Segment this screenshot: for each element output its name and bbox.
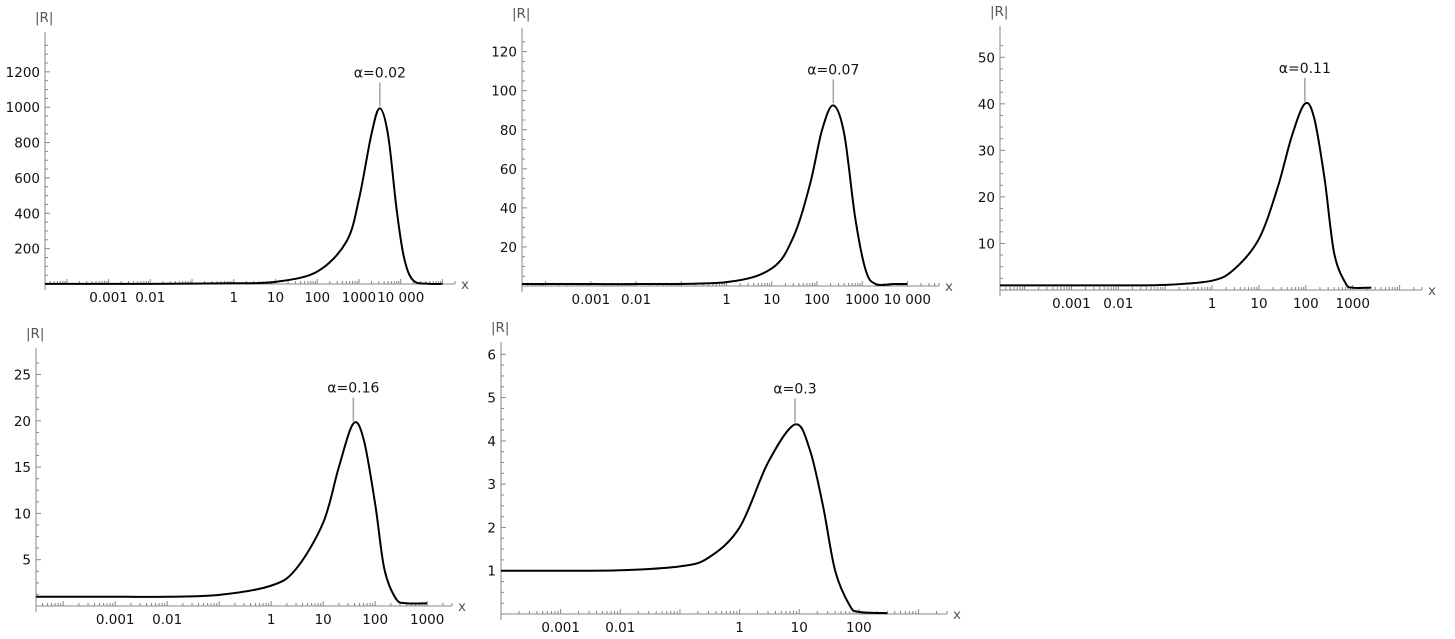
y-tick-label: 600 (14, 171, 40, 187)
chart-panel-5: |R| x 1 2 3 4 5 6 0.001 0.01 1 10 100 α=0.3 (487, 320, 961, 636)
y-tick-label: 10 (14, 506, 31, 522)
x-tick-label: 10 000 (884, 292, 931, 308)
y-tick-label: 40 (500, 201, 517, 217)
y-axis-label: |R| (491, 320, 509, 336)
x-tick-label: 10 000 (377, 290, 424, 306)
peak-annotation-label: α=0.11 (1279, 61, 1331, 77)
series-curve (36, 421, 428, 605)
chart-panel-1: |R| x 200 400 600 800 1000 1200 0.001 0.01 1 10 100 1… (6, 10, 469, 306)
y-axis-label: |R| (35, 10, 53, 26)
y-tick-label: 1200 (6, 65, 40, 81)
x-axis-label: x (461, 277, 469, 293)
y-tick-label: 25 (14, 368, 31, 384)
y-tick-label: 1 (487, 564, 496, 580)
y-axis-label: |R| (26, 326, 44, 342)
x-tick-label: 0.001 (1052, 296, 1091, 312)
y-tick-label: 5 (487, 391, 496, 407)
y-tick-label: 80 (500, 123, 517, 139)
y-tick-label: 100 (491, 84, 517, 100)
x-tick-label: 1 (722, 292, 731, 308)
y-tick-label: 120 (491, 45, 517, 61)
x-tick-label: 1000 (845, 292, 879, 308)
x-tick-label: 100 (804, 292, 830, 308)
y-tick-label: 20 (500, 240, 517, 256)
x-tick-label: 0.01 (135, 290, 165, 306)
x-tick-label: 1000 (410, 612, 444, 628)
x-tick-label: 100 (304, 290, 330, 306)
series-curve (999, 101, 1372, 290)
x-tick-label: 1 (229, 290, 238, 306)
x-tick-label: 0.001 (96, 612, 135, 628)
x-tick-label: 0.001 (541, 620, 580, 636)
y-tick-label: 20 (14, 414, 31, 430)
x-tick-label: 0.01 (621, 292, 651, 308)
x-axis-label: x (1428, 283, 1436, 299)
x-tick-label: 10 (1250, 296, 1267, 312)
x-tick-label: 1 (735, 620, 744, 636)
chart-panel-2: |R| x 20 40 60 80 100 120 0.001 0.01 1 10 100 1000 10 … (491, 6, 953, 308)
y-tick-label: 50 (978, 50, 995, 66)
x-tick-label: 1 (267, 612, 276, 628)
x-tick-label: 1000 (1336, 296, 1370, 312)
y-tick-label: 4 (487, 434, 496, 450)
y-tick-label: 400 (14, 206, 40, 222)
y-tick-label: 800 (14, 136, 40, 152)
x-tick-label: 0.01 (605, 620, 635, 636)
x-tick-label: 0.001 (89, 290, 128, 306)
x-axis-label: x (458, 599, 466, 615)
series-curve (500, 423, 888, 615)
x-tick-label: 100 (846, 620, 872, 636)
x-tick-label: 0.01 (152, 612, 182, 628)
x-tick-label: 10 (315, 612, 332, 628)
x-tick-label: 10 (791, 620, 808, 636)
peak-annotation-label: α=0.07 (807, 62, 859, 78)
y-tick-label: 30 (978, 143, 995, 159)
series-curve (45, 107, 443, 286)
y-tick-label: 15 (14, 460, 31, 476)
y-tick-label: 20 (978, 190, 995, 206)
y-tick-label: 60 (500, 162, 517, 178)
y-tick-label: 200 (14, 242, 40, 258)
chart-panel-4: |R| x 5 10 15 20 25 0.001 0.01 1 10 100 1000 α=0.16 (14, 326, 466, 628)
x-tick-label: 10 (267, 290, 284, 306)
y-tick-label: 40 (978, 97, 995, 113)
y-axis-label: |R| (990, 4, 1008, 20)
y-tick-label: 3 (487, 477, 496, 493)
x-tick-label: 100 (1293, 296, 1319, 312)
chart-panel-3: |R| x 10 20 30 40 50 0.001 0.01 1 10 100 1000 α=0.11 (978, 4, 1436, 312)
y-tick-label: 6 (487, 347, 496, 363)
peak-annotation-label: α=0.16 (327, 381, 379, 397)
y-tick-label: 10 (978, 236, 995, 252)
x-tick-label: 100 (362, 612, 388, 628)
x-tick-label: 1 (1208, 296, 1217, 312)
y-tick-label: 2 (487, 520, 496, 536)
y-tick-label: 1000 (6, 100, 40, 116)
y-axis-label: |R| (512, 6, 530, 22)
peak-annotation-label: α=0.02 (354, 65, 406, 81)
x-axis-label: x (945, 279, 953, 295)
y-tick-label: 5 (22, 553, 31, 569)
x-tick-label: 1000 (342, 290, 376, 306)
series-curve (521, 104, 908, 287)
x-tick-label: 0.01 (1103, 296, 1133, 312)
x-tick-label: 10 (763, 292, 780, 308)
peak-annotation-label: α=0.3 (773, 381, 816, 397)
x-tick-label: 0.001 (572, 292, 611, 308)
x-axis-label: x (953, 607, 961, 623)
